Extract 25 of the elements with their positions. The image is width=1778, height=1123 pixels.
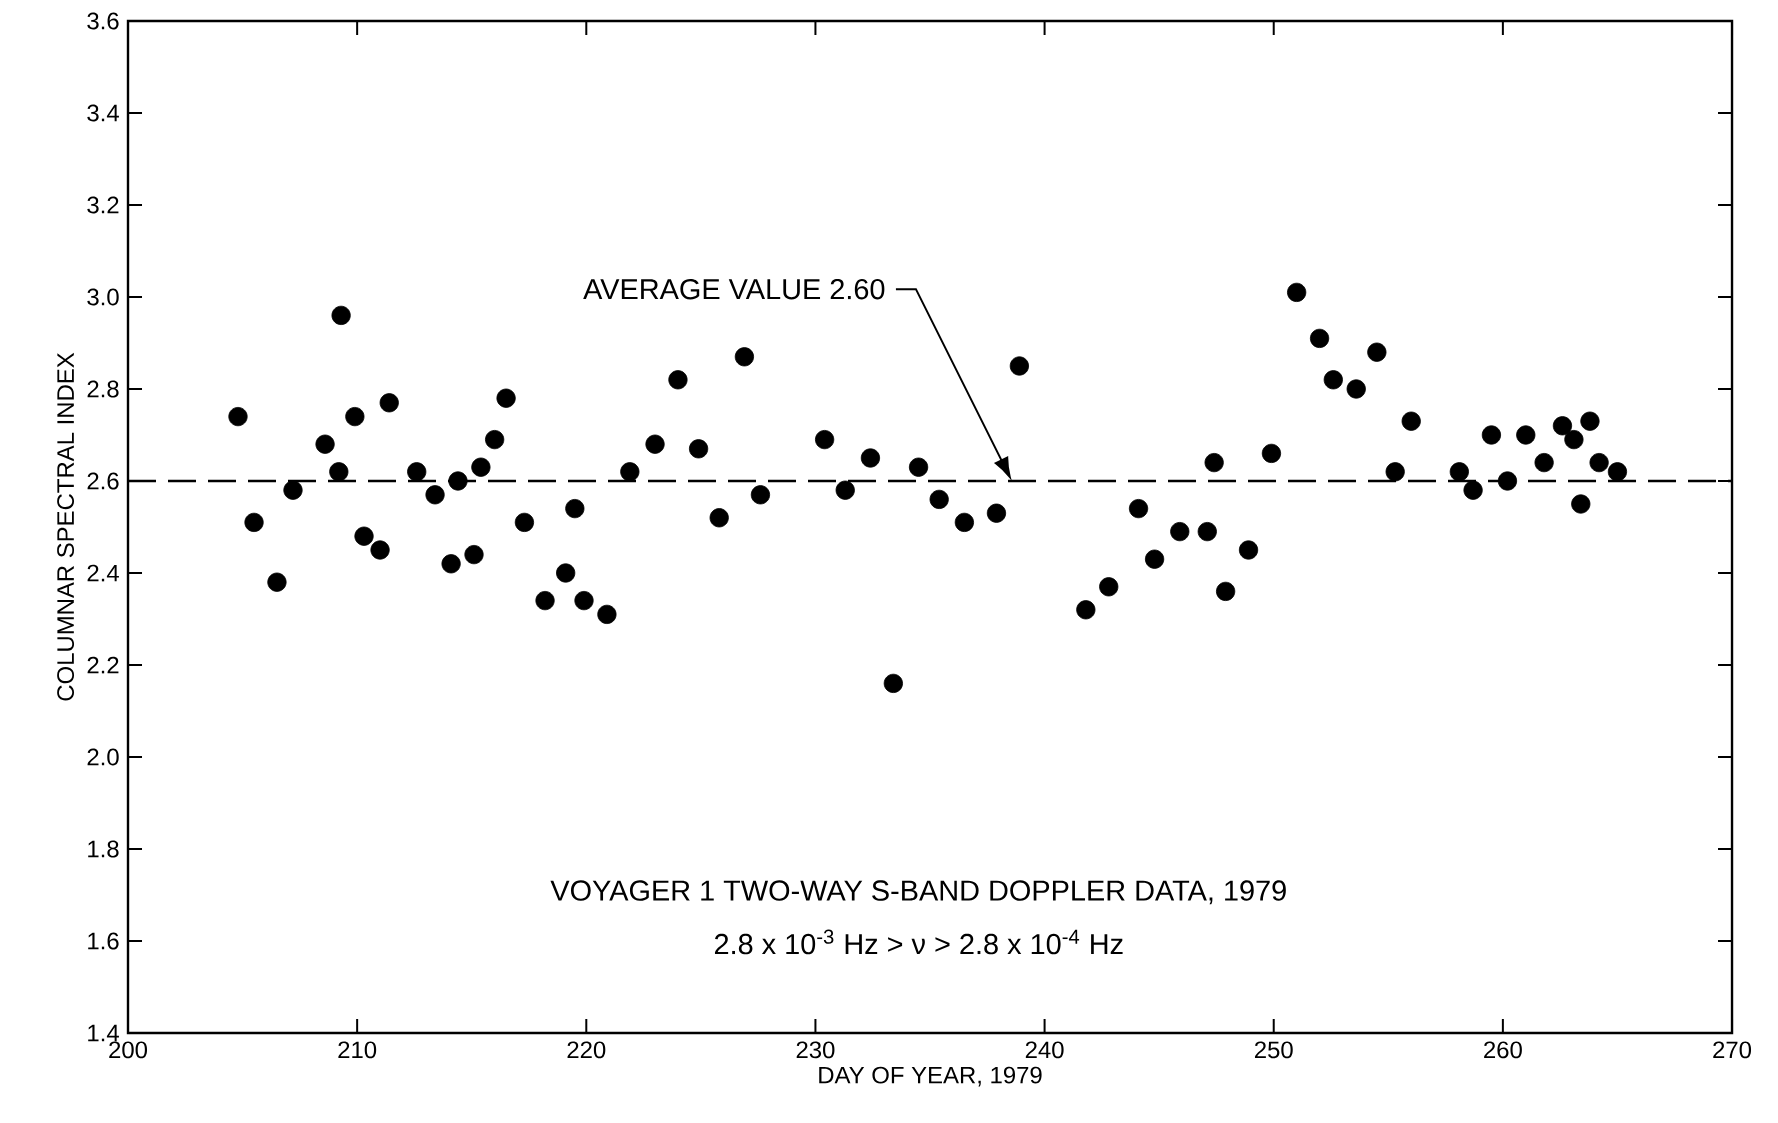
x-tick-label: 210 bbox=[338, 1041, 377, 1059]
x-axis-title: DAY OF YEAR, 1979 bbox=[819, 1066, 1042, 1087]
x-tick-label: 230 bbox=[796, 1041, 835, 1059]
y-tick-label: 2.0 bbox=[87, 748, 119, 766]
y-tick-label: 2.8 bbox=[87, 380, 119, 398]
y-tick-label: 3.0 bbox=[87, 288, 119, 306]
ref-line-label: AVERAGE VALUE 2.60 bbox=[583, 278, 885, 300]
y-axis-title: COLUMNAR SPECTRAL INDEX bbox=[57, 352, 75, 701]
x-tick-label: 240 bbox=[1025, 1041, 1064, 1059]
y-tick-label: 2.4 bbox=[87, 564, 119, 582]
y-tick-label: 1.6 bbox=[88, 932, 119, 950]
y-tick-label: 3.2 bbox=[87, 196, 119, 214]
y-tick-label: 3.4 bbox=[87, 104, 119, 122]
x-tick-label: 200 bbox=[109, 1041, 148, 1059]
x-tick-label: 260 bbox=[1484, 1041, 1522, 1059]
y-tick-label: 2.2 bbox=[87, 656, 119, 674]
y-tick-label: 3.6 bbox=[87, 12, 119, 30]
annotation: VOYAGER 1 TWO-WAY S-BAND DOPPLER DATA, 1979 bbox=[550, 880, 1286, 905]
y-tick-label: 2.6 bbox=[87, 472, 119, 490]
annotation: 2.8 x 10$^{-3}$ Hz > ν > 2.8 x 10$^{-4}$ Hz bbox=[714, 929, 1123, 955]
x-tick-label: 220 bbox=[567, 1041, 606, 1059]
y-tick-label: 1.8 bbox=[88, 840, 119, 858]
y-tick-label: 1.4 bbox=[88, 1024, 119, 1042]
x-tick-label: 250 bbox=[1254, 1041, 1293, 1059]
x-tick-label: 270 bbox=[1713, 1041, 1752, 1059]
